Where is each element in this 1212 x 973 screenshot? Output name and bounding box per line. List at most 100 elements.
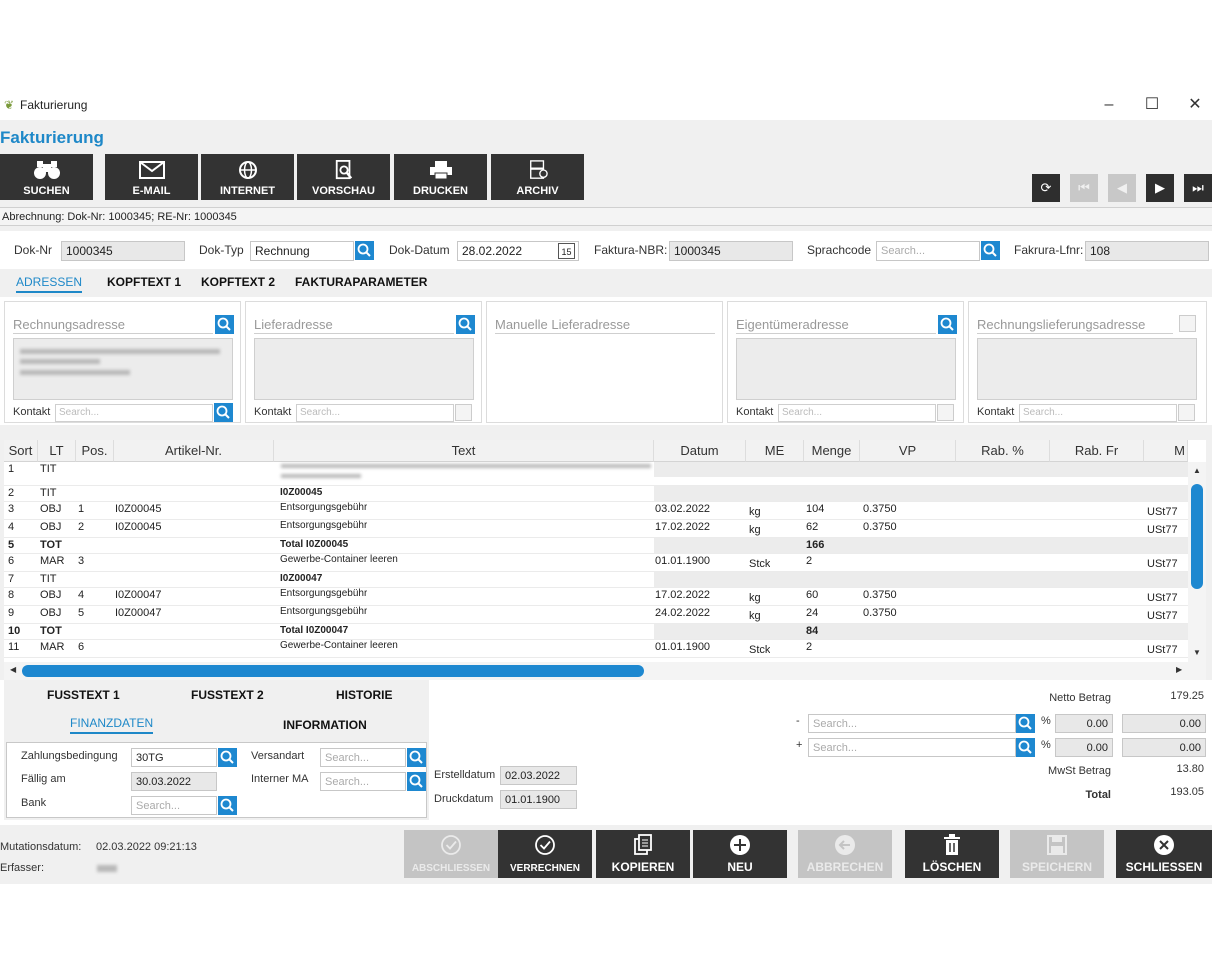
horizontal-scrollbar[interactable]: ◀ ▶ (4, 662, 1206, 680)
rechnungslieferungsadresse-checkbox[interactable] (1179, 315, 1196, 332)
neu-button[interactable]: NEU (693, 830, 787, 878)
column-header-pos[interactable]: Pos. (76, 440, 114, 462)
kontakt-disabled-button[interactable] (937, 404, 954, 421)
zahlungsbedingung-field[interactable]: 30TG (131, 748, 217, 767)
kopieren-button[interactable]: KOPIEREN (596, 830, 690, 878)
table-row[interactable]: 3 OBJ 1 I0Z00045 Entsorgungsgebühr 03.02.2022… (4, 502, 1188, 520)
column-header-vp[interactable]: VP (860, 440, 956, 462)
interner-ma-search-icon[interactable] (407, 772, 426, 791)
table-row[interactable]: 4 OBJ 2 I0Z00045 Entsorgungsgebühr 17.02.2022… (4, 520, 1188, 538)
archiv-button[interactable]: ARCHIV (491, 154, 584, 200)
table-row[interactable]: 6 MAR 3 Gewerbe-Container leeren 01.01.1900 S… (4, 554, 1188, 572)
dok-typ-search-icon[interactable] (355, 241, 374, 260)
table-row[interactable]: 8 OBJ 4 I0Z00047 Entsorgungsgebühr 17.02.2022… (4, 588, 1188, 606)
abzug-search-icon[interactable] (1016, 714, 1035, 733)
sprachcode-field[interactable]: Search... (876, 241, 980, 261)
zuschlag-value-field[interactable]: 0.00 (1122, 738, 1206, 757)
last-record-icon[interactable]: ⏭ (1184, 174, 1212, 202)
scroll-right-icon[interactable]: ▶ (1176, 665, 1183, 674)
email-button[interactable]: E-MAIL (105, 154, 198, 200)
kontakt-search-icon[interactable] (214, 403, 233, 422)
abschliessen-button[interactable]: ABSCHLIESSEN (404, 830, 498, 878)
abzug-percent-field[interactable]: 0.00 (1055, 714, 1113, 733)
table-row[interactable]: 7 TIT I0Z00047 (4, 572, 1188, 588)
zahlungsbedingung-search-icon[interactable] (218, 748, 237, 767)
suchen-button[interactable]: SUCHEN (0, 154, 93, 200)
faktura-nbr-field[interactable]: 1000345 (669, 241, 793, 261)
zuschlag-search-field[interactable]: Search... (808, 738, 1016, 757)
column-header-lt[interactable]: LT (38, 440, 76, 462)
tab-fusstext-2[interactable]: FUSSTEXT 2 (191, 688, 264, 702)
versandart-search-icon[interactable] (407, 748, 426, 767)
vorschau-button[interactable]: VORSCHAU (297, 154, 390, 200)
scroll-down-icon[interactable]: ▼ (1193, 648, 1201, 657)
horizontal-scroll-thumb[interactable] (22, 665, 644, 677)
sprachcode-search-icon[interactable] (981, 241, 1000, 260)
tab-kopftext-1[interactable]: KOPFTEXT 1 (107, 275, 182, 289)
eigentuemeradresse-search-icon[interactable] (938, 315, 957, 334)
dok-typ-field[interactable]: Rechnung (250, 241, 354, 261)
table-row[interactable]: 10 TOT Total I0Z00047 84 (4, 624, 1188, 640)
table-row[interactable]: 2 TIT I0Z00045 (4, 486, 1188, 502)
kontakt-field[interactable]: Search... (778, 404, 936, 422)
table-row[interactable]: 1 TIT (4, 462, 1188, 486)
verrechnen-button[interactable]: VERRECHNEN (498, 830, 592, 878)
erstelldatum-field[interactable]: 02.03.2022 (500, 766, 577, 785)
scroll-up-icon[interactable]: ▲ (1193, 466, 1201, 475)
table-row[interactable]: 9 OBJ 5 I0Z00047 Entsorgungsgebühr 24.02.2022… (4, 606, 1188, 624)
kontakt-disabled-button[interactable] (1178, 404, 1195, 421)
drucken-button[interactable]: DRUCKEN (394, 154, 487, 200)
vertical-scroll-thumb[interactable] (1191, 484, 1203, 589)
column-header-me[interactable]: ME (746, 440, 804, 462)
faellig-field[interactable]: 30.03.2022 (131, 772, 217, 791)
dok-nr-field[interactable]: 1000345 (61, 241, 185, 261)
column-header-sort[interactable]: Sort (4, 440, 38, 462)
kontakt-disabled-button[interactable] (455, 404, 472, 421)
scroll-left-icon[interactable]: ◀ (10, 665, 17, 674)
maximize-icon[interactable]: ☐ (1144, 96, 1160, 113)
kontakt-field[interactable]: Search... (296, 404, 454, 422)
speichern-button[interactable]: SPEICHERN (1010, 830, 1104, 878)
first-record-icon[interactable]: ⏮ (1070, 174, 1098, 202)
kontakt-field[interactable]: Search... (1019, 404, 1177, 422)
refresh-icon[interactable]: ⟳ (1032, 174, 1060, 202)
tab-fusstext-1[interactable]: FUSSTEXT 1 (47, 688, 120, 702)
loeschen-button[interactable]: LÖSCHEN (905, 830, 999, 878)
close-icon[interactable]: ✕ (1188, 96, 1202, 113)
column-header-rab[interactable]: Rab. % (956, 440, 1050, 462)
column-header-rabfr[interactable]: Rab. Fr (1050, 440, 1144, 462)
abzug-value-field[interactable]: 0.00 (1122, 714, 1206, 733)
bank-field[interactable]: Search... (131, 796, 217, 815)
column-header-m[interactable]: M (1144, 440, 1188, 462)
zuschlag-percent-field[interactable]: 0.00 (1055, 738, 1113, 757)
tab-finanzdaten[interactable]: FINANZDATEN (70, 716, 154, 734)
abbrechen-button[interactable]: ABBRECHEN (798, 830, 892, 878)
versandart-field[interactable]: Search... (320, 748, 406, 767)
next-record-icon[interactable]: ▶ (1146, 174, 1174, 202)
druckdatum-field[interactable]: 01.01.1900 (500, 790, 577, 809)
lieferadresse-search-icon[interactable] (456, 315, 475, 334)
faktura-lfnr-field[interactable]: 108 (1085, 241, 1209, 261)
column-header-datum[interactable]: Datum (654, 440, 746, 462)
calendar-icon[interactable]: 15 (558, 243, 575, 259)
zuschlag-search-icon[interactable] (1016, 738, 1035, 757)
previous-record-icon[interactable]: ◀ (1108, 174, 1136, 202)
tab-historie[interactable]: HISTORIE (336, 688, 393, 702)
internet-button[interactable]: INTERNET (201, 154, 294, 200)
table-row[interactable]: 5 TOT Total I0Z00045 166 (4, 538, 1188, 554)
tab-kopftext-2[interactable]: KOPFTEXT 2 (201, 275, 276, 289)
abzug-search-field[interactable]: Search... (808, 714, 1016, 733)
dok-datum-field[interactable]: 28.02.2022 (457, 241, 579, 261)
rechnungsadresse-search-icon[interactable] (215, 315, 234, 334)
bank-search-icon[interactable] (218, 796, 237, 815)
column-header-text[interactable]: Text (274, 440, 654, 462)
interner-ma-field[interactable]: Search... (320, 772, 406, 791)
vertical-scrollbar[interactable]: ▲ ▼ (1188, 462, 1206, 662)
tab-adressen[interactable]: ADRESSEN (16, 275, 83, 293)
schliessen-button[interactable]: SCHLIESSEN (1116, 830, 1212, 878)
table-row[interactable]: 11 MAR 6 Gewerbe-Container leeren 01.01.1900… (4, 640, 1188, 658)
kontakt-field[interactable]: Search... (55, 404, 213, 422)
tab-fakturaparameter[interactable]: FAKTURAPARAMETER (295, 275, 428, 289)
tab-information[interactable]: INFORMATION (283, 718, 367, 732)
column-header-art[interactable]: Artikel-Nr. (114, 440, 274, 462)
